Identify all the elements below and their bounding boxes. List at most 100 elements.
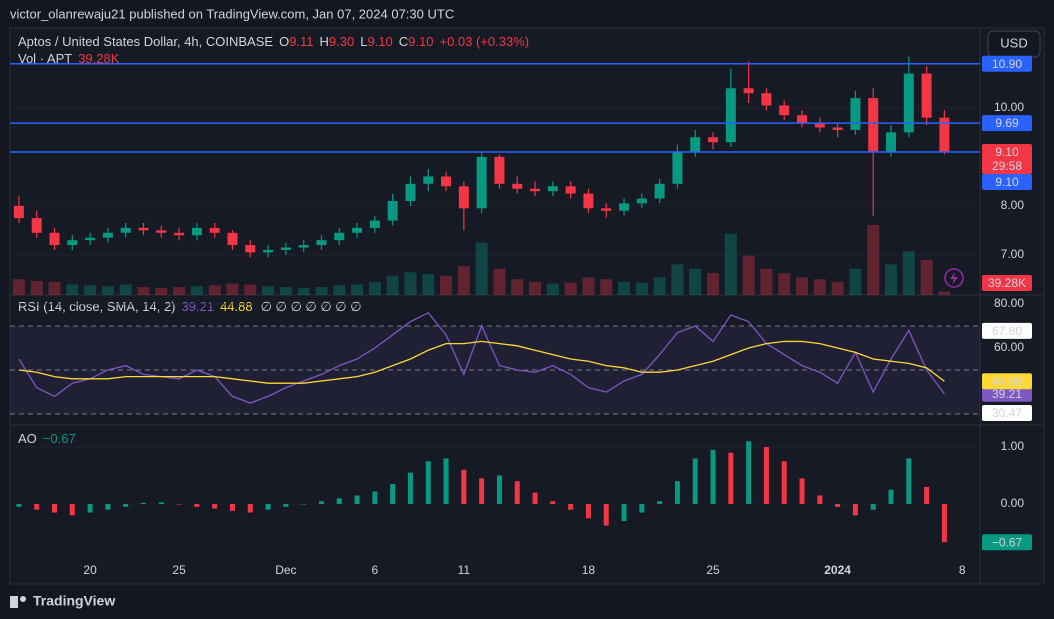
byline: victor_olanrewaju21 published on Trading… [10, 6, 454, 21]
candle-body [174, 232, 185, 236]
volume-bar [48, 281, 61, 295]
ao-bar [247, 504, 253, 513]
volume-bar [208, 285, 221, 295]
ao-bar [657, 501, 663, 504]
volume-bar [600, 279, 613, 295]
ao-bar [212, 504, 218, 509]
volume-bar [101, 286, 114, 295]
ohlc-key: L [360, 34, 367, 49]
marker-label: 30.47 [992, 406, 1022, 420]
volume-label: 39.28K [988, 276, 1026, 290]
marker-label: 67.80 [992, 324, 1022, 338]
volume-bar [742, 255, 755, 295]
alert-icon[interactable] [944, 268, 964, 288]
volume-value: 39.28K [78, 51, 120, 66]
sma-value: 44.88 [220, 299, 253, 314]
candle-body [547, 186, 558, 192]
ao-bar [479, 478, 485, 504]
ao-bar [568, 504, 574, 510]
ao-bar [906, 458, 912, 504]
volume-bar [724, 233, 737, 295]
volume-bar [707, 273, 720, 295]
x-tick-label: Dec [275, 563, 296, 577]
ao-bar [621, 504, 627, 522]
ao-bar [425, 461, 431, 504]
last-value-label: 39.21 [992, 387, 1022, 401]
volume-bar [457, 266, 470, 295]
candle-body [191, 227, 202, 236]
x-tick-label: 6 [372, 563, 379, 577]
volume-bar [386, 275, 399, 295]
volume-bar [885, 264, 898, 295]
ao-bar [710, 449, 716, 504]
ao-bar [176, 504, 182, 505]
candle-body [13, 205, 24, 219]
candle-body [672, 151, 683, 184]
candle-body [156, 230, 167, 233]
candle-body [227, 232, 238, 246]
ao-bar [158, 502, 164, 504]
logo-mark [10, 596, 18, 608]
volume-bar [119, 284, 132, 295]
candle-body [530, 188, 541, 192]
volume-bar [849, 268, 862, 295]
ohlc-value: 9.11 [289, 34, 313, 49]
last-price-label: 9.10 [995, 145, 1019, 159]
volume-bar [475, 242, 488, 295]
ao-bar [229, 504, 235, 511]
candle-body [369, 220, 380, 228]
ao-bar [550, 501, 556, 504]
ohlc-value: 9.10 [408, 34, 433, 49]
volume-bar [689, 268, 702, 295]
volume-bar [279, 287, 292, 295]
volume-bar [351, 284, 364, 295]
ao-bar [924, 486, 930, 504]
alert-bolt [950, 272, 958, 285]
symbol: Aptos / United States Dollar, 4h, COINBA… [18, 34, 273, 49]
ao-bar [603, 504, 609, 526]
ao-bar [817, 495, 823, 504]
ao-bar [16, 504, 22, 507]
volume-bar [671, 264, 684, 295]
ao-bar [354, 495, 360, 504]
volume-bar [564, 282, 577, 295]
candle-body [316, 240, 327, 246]
ao-bar [69, 504, 75, 516]
ao-bar [532, 492, 538, 504]
ao-bar [87, 504, 93, 513]
currency-label[interactable]: USD [1000, 35, 1027, 50]
candle-body [298, 245, 309, 248]
candle-body [565, 186, 576, 194]
volume-bar [546, 283, 559, 295]
ao-bar [941, 504, 947, 543]
ao-legend: AO −0.67 [18, 431, 76, 446]
ao-last-label: −0.67 [992, 535, 1023, 549]
x-tick-label: 11 [458, 563, 471, 577]
candle-body [779, 105, 790, 116]
y-tick-label: 8.00 [1001, 198, 1025, 212]
ao-bar [105, 504, 111, 510]
last-value-label-box [982, 373, 1032, 390]
candle-body [405, 183, 416, 201]
candle-body [280, 247, 291, 250]
candle-body [102, 232, 113, 238]
candle-body [85, 237, 96, 241]
symbol-legend: Aptos / United States Dollar, 4h, COINBA… [18, 34, 529, 49]
ao-value: −0.67 [43, 431, 76, 446]
y-tick-label: 10.00 [994, 100, 1024, 114]
candle-body [476, 156, 487, 209]
volume-bar [84, 285, 97, 295]
volume-bar [262, 286, 275, 295]
x-tick-label: 25 [172, 563, 186, 577]
footer-logo: TradingView [33, 593, 115, 609]
ohlc-value: 9.30 [329, 34, 354, 49]
ao-bar [318, 501, 324, 504]
ao-bar [781, 461, 787, 504]
volume-bar [582, 277, 595, 295]
volume-bar [867, 225, 880, 295]
candle-body [636, 198, 647, 204]
ao-bar [390, 484, 396, 504]
ao-bar [746, 441, 752, 504]
ao-bar [674, 481, 680, 504]
ao-bar [407, 472, 413, 504]
